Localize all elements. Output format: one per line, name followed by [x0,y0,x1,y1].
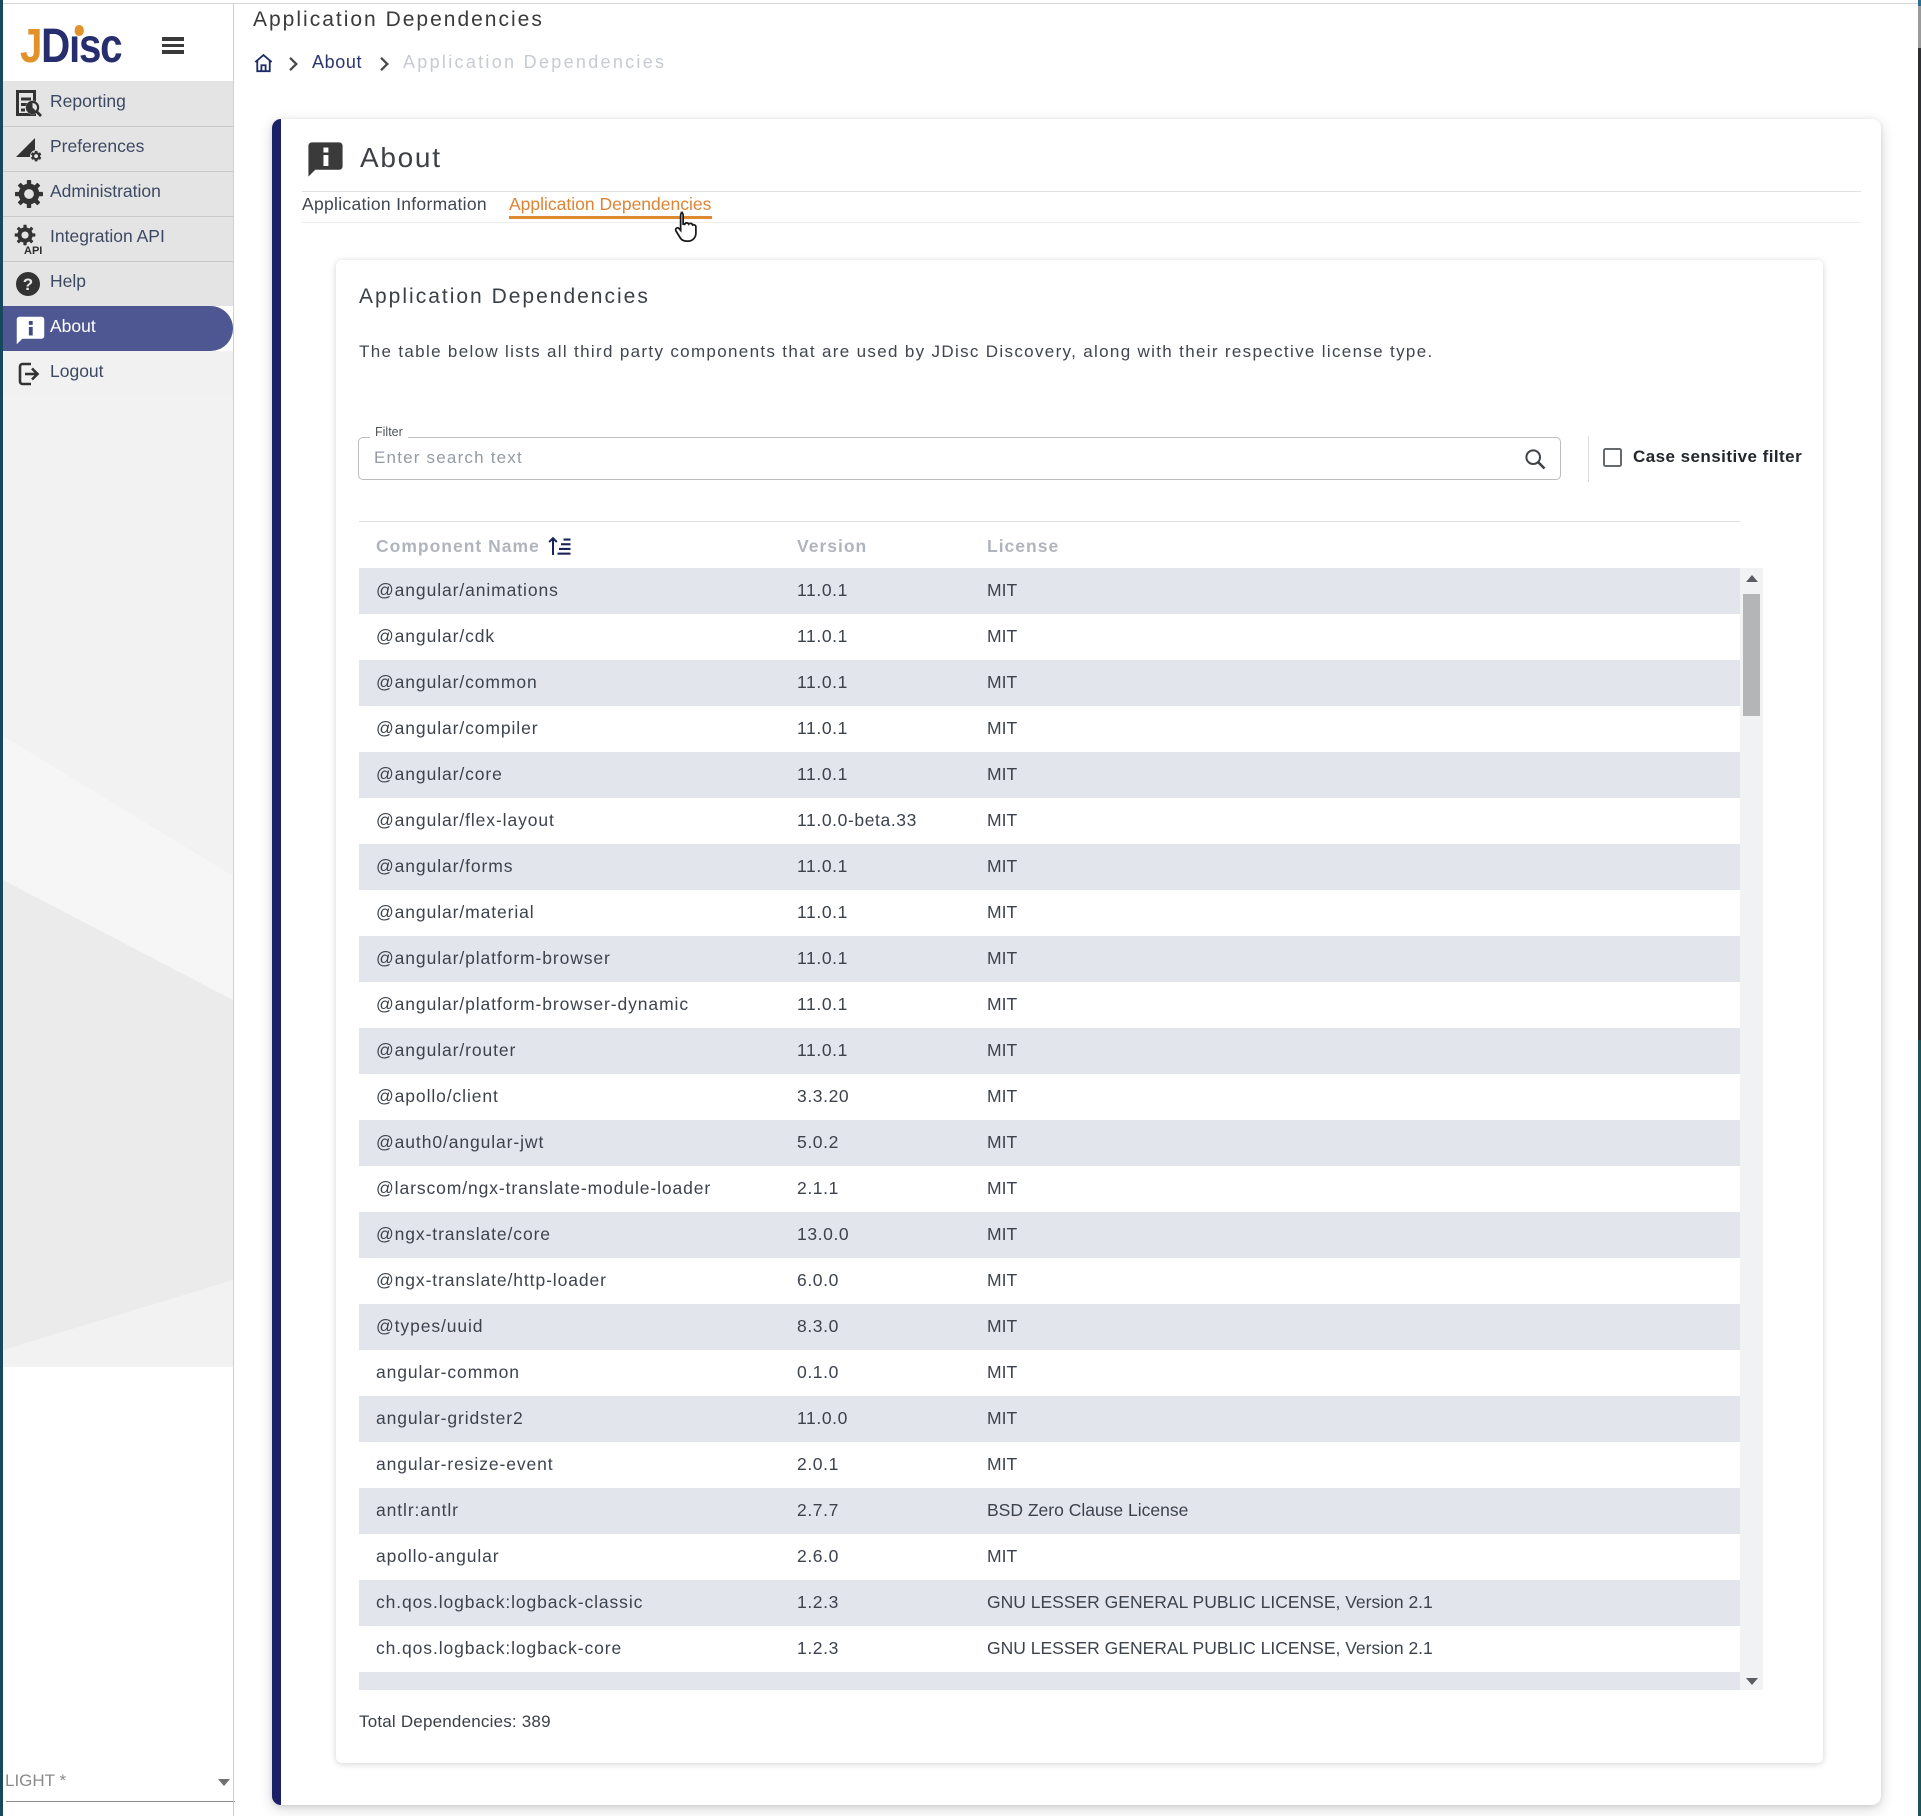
svg-text:API: API [24,245,42,256]
svg-text:?: ? [23,275,33,294]
